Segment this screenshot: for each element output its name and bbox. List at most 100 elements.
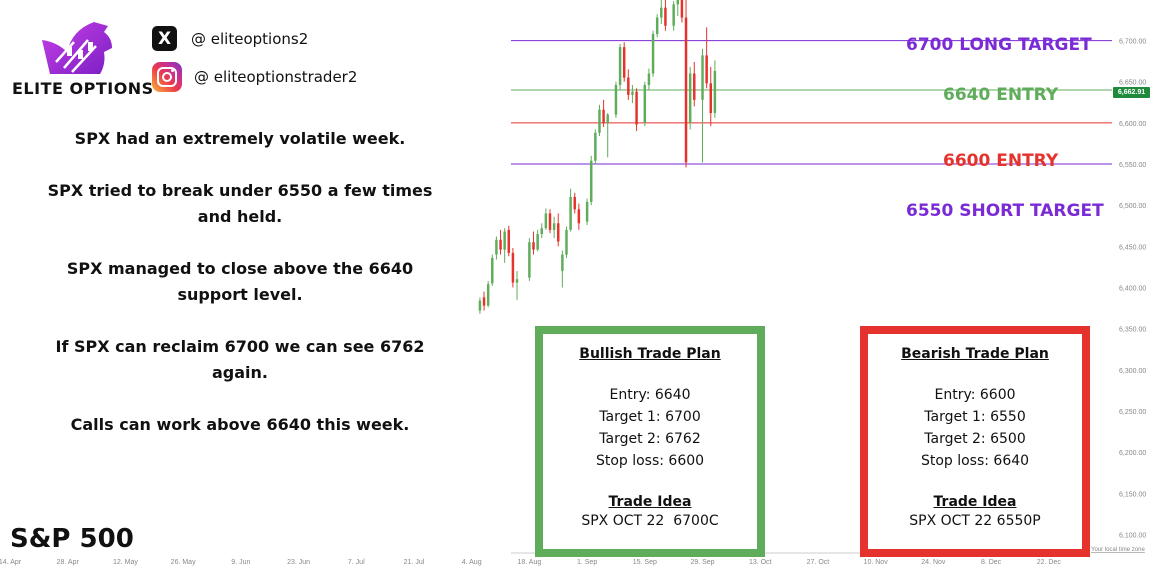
- candle: [606, 113, 609, 158]
- candle: [561, 250, 564, 288]
- x-tick-label: 13. Oct: [749, 559, 772, 566]
- candle: [499, 229, 502, 255]
- bullish-trade-idea: SPX OCT 22 6700C: [581, 513, 719, 529]
- bearish-entry: Entry: 6600: [934, 387, 1016, 403]
- x-tick-label: 7. Jul: [348, 559, 365, 566]
- y-tick-label: 6,200.00: [1119, 450, 1146, 457]
- candle: [569, 188, 572, 232]
- y-tick-label: 6,550.00: [1119, 162, 1146, 169]
- candle: [540, 223, 543, 239]
- candle: [594, 129, 597, 165]
- x-tick-label: 23. Jun: [287, 559, 310, 566]
- x-tick-label: 8. Dec: [981, 559, 1002, 566]
- candle: [565, 226, 568, 258]
- y-tick-label: 6,450.00: [1119, 244, 1146, 251]
- candle: [614, 81, 618, 118]
- last-price-tag: 6,662.91: [1113, 87, 1150, 98]
- candle: [598, 104, 601, 137]
- instagram-row[interactable]: @ eliteoptionstrader2: [152, 62, 357, 92]
- candle: [676, 0, 680, 16]
- bullish-entry: Entry: 6640: [609, 387, 691, 403]
- y-tick-label: 6,600.00: [1119, 121, 1146, 128]
- x-tick-label: 10. Nov: [864, 559, 889, 566]
- candle: [693, 61, 696, 107]
- twitter-row[interactable]: X @ eliteoptions2: [152, 26, 308, 51]
- x-tick-label: 15. Sep: [633, 559, 657, 566]
- y-tick-label: 6,150.00: [1119, 491, 1146, 498]
- x-tick-label: 14. Apr: [0, 559, 22, 566]
- x-tick-label: 28. Apr: [57, 559, 80, 566]
- candle: [478, 297, 482, 314]
- x-twitter-icon: X: [152, 26, 177, 51]
- elite-options-logo: [42, 22, 112, 74]
- candle: [622, 42, 626, 82]
- candle: [515, 271, 519, 300]
- candle: [602, 99, 605, 127]
- bullish-stop-loss: Stop loss: 6600: [595, 453, 705, 469]
- level-label-bear-entry: 6600 ENTRY: [943, 151, 1059, 171]
- level-lines: [511, 40, 1112, 165]
- y-tick-label: 6,500.00: [1119, 203, 1146, 210]
- candle: [482, 291, 486, 311]
- candle: [684, 0, 688, 168]
- timezone-label[interactable]: Your local time zone: [1091, 547, 1145, 553]
- level-label-short-target: 6550 SHORT TARGET: [906, 201, 1104, 221]
- y-tick-label: 6,100.00: [1119, 532, 1146, 539]
- commentary-line: Calls can work above 6640 this week.: [70, 415, 410, 434]
- candle: [491, 254, 494, 286]
- x-tick-label: 29. Sep: [690, 559, 714, 566]
- candle: [680, 0, 684, 23]
- y-axis: 6,100.00 6,150.00 6,200.00 6,250.00 6,300.00…: [1091, 39, 1146, 553]
- candle: [585, 198, 589, 225]
- y-tick-label: 6,650.00: [1119, 80, 1146, 87]
- bearish-trade-idea: SPX OCT 22 6550P: [909, 513, 1041, 529]
- bearish-trade-plan: Bearish Trade Plan Entry: 6600 Target 1:…: [860, 326, 1090, 557]
- candle: [589, 155, 593, 206]
- bearish-target-2: Target 2: 6500: [924, 431, 1026, 447]
- candle: [532, 231, 535, 255]
- bearish-target-1: Target 1: 6550: [924, 409, 1026, 425]
- x-tick-label: 27. Oct: [807, 559, 830, 566]
- instagram-handle: @ eliteoptionstrader2: [194, 68, 358, 86]
- bullish-trade-plan: Bullish Trade Plan Entry: 6640 Target 1:…: [535, 326, 765, 557]
- candle: [688, 66, 692, 130]
- x-tick-label: 12. May: [113, 559, 138, 566]
- bullish-target-1: Target 1: 6700: [599, 409, 701, 425]
- instagram-icon: [152, 62, 182, 92]
- level-label-bull-entry: 6640 ENTRY: [943, 85, 1059, 105]
- candle: [660, 0, 663, 25]
- y-tick-label: 6,700.00: [1119, 39, 1146, 46]
- x-tick-label: 9. Jun: [231, 559, 250, 566]
- candle: [672, 1, 675, 31]
- candle: [557, 213, 560, 247]
- candle: [548, 209, 552, 234]
- candle: [486, 280, 490, 308]
- x-tick-label: 1. Sep: [577, 559, 597, 566]
- candle: [709, 66, 712, 127]
- bullish-target-2: Target 2: 6762: [599, 431, 701, 447]
- candle: [664, 0, 667, 31]
- x-tick-label: 22. Dec: [1037, 559, 1062, 566]
- candle: [701, 48, 704, 163]
- level-label-long-target: 6700 LONG TARGET: [906, 35, 1092, 55]
- y-tick-label: 6,250.00: [1119, 409, 1146, 416]
- candle: [635, 88, 638, 132]
- brand-name: ELITE OPTIONS: [12, 79, 154, 98]
- x-tick-label: 26. May: [171, 559, 196, 566]
- candle: [651, 30, 655, 77]
- candle: [705, 27, 708, 89]
- commentary-line: SPX managed to close above the 6640 supp…: [66, 259, 414, 304]
- candle: [647, 68, 651, 90]
- commentary-line: SPX tried to break under 6550 a few time…: [47, 181, 433, 226]
- candle: [552, 216, 556, 239]
- y-tick-label: 6,300.00: [1119, 368, 1146, 375]
- market-commentary: SPX had an extremely volatile week. SPX …: [30, 126, 450, 464]
- candle: [631, 85, 634, 104]
- candle: [536, 229, 539, 252]
- candle: [577, 203, 581, 230]
- candle: [495, 236, 498, 260]
- x-tick-label: 18. Aug: [518, 559, 542, 566]
- x-tick-label: 21. Jul: [404, 559, 425, 566]
- candle: [573, 192, 576, 214]
